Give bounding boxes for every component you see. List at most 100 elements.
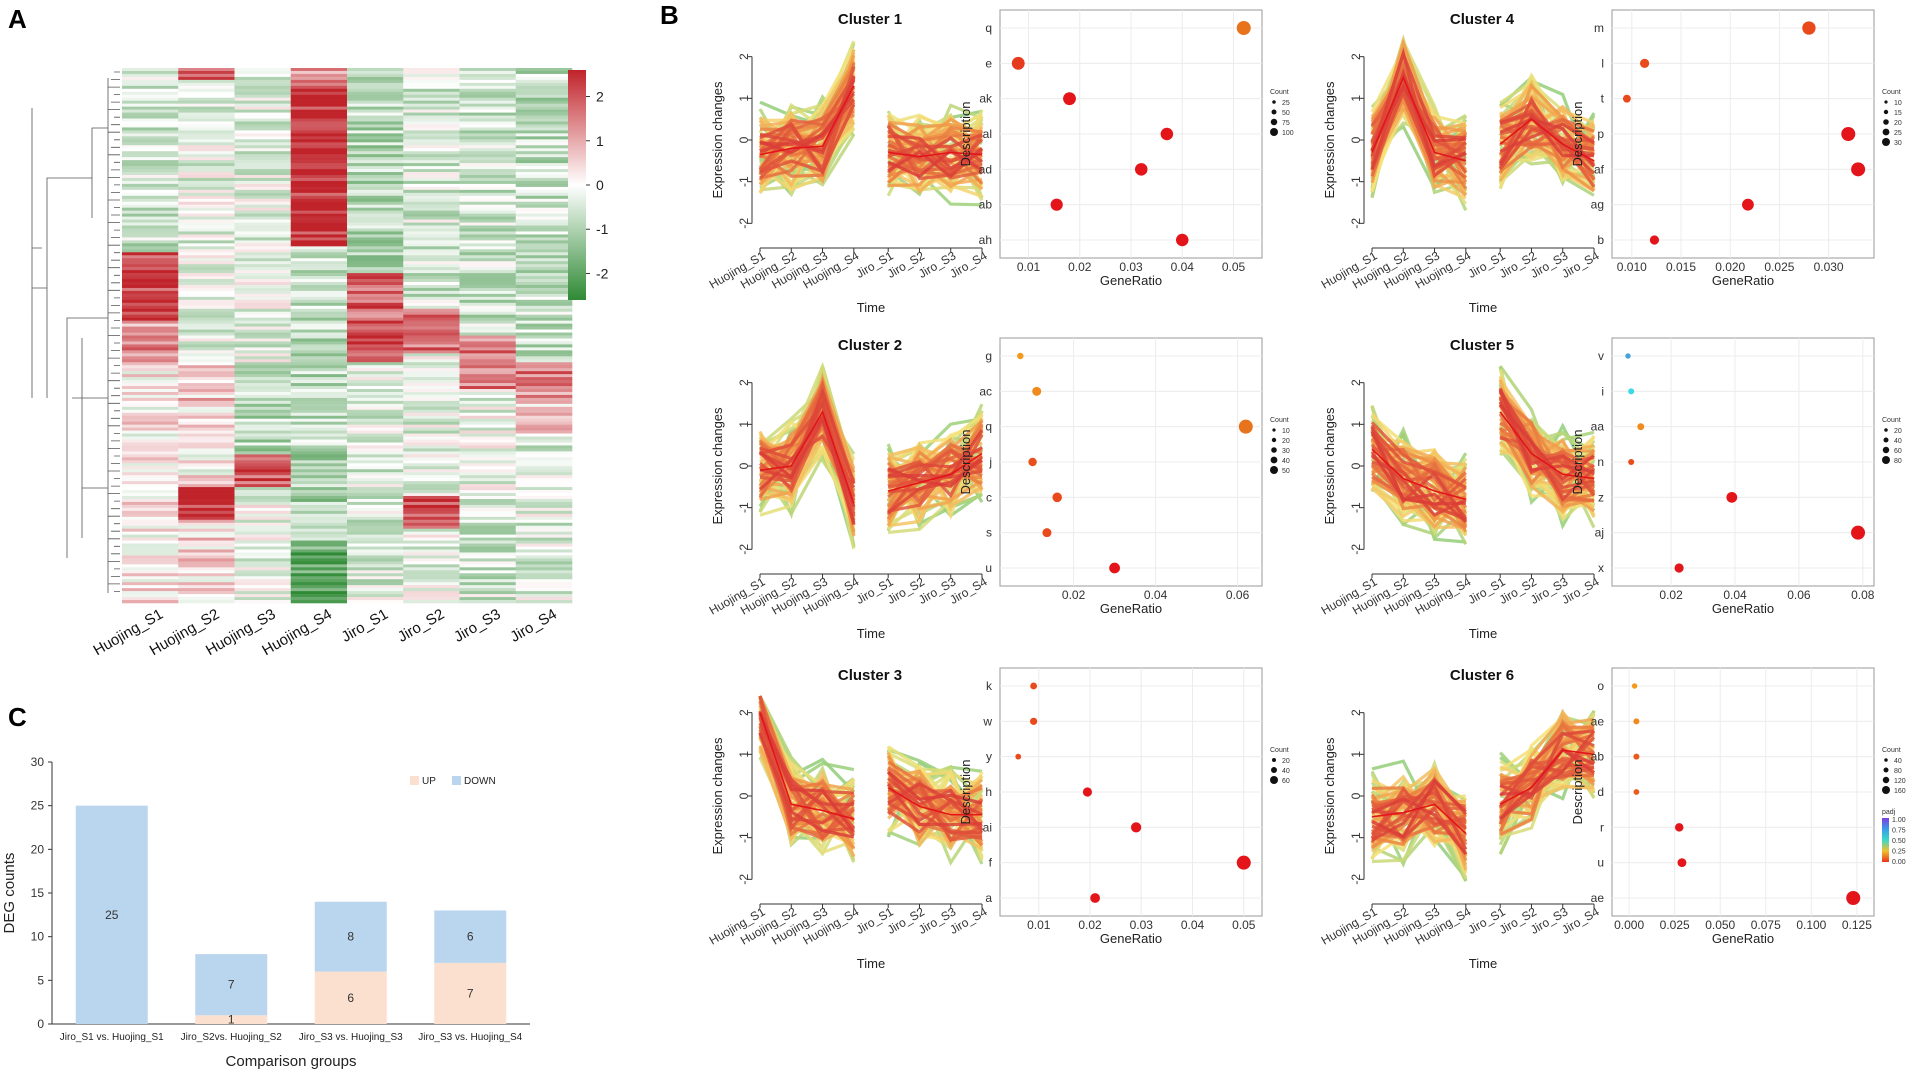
legend-title: Count <box>1270 747 1289 754</box>
heatmap-cell <box>122 136 179 140</box>
heatmap-cell <box>515 127 573 131</box>
heatmap-cell <box>403 314 460 318</box>
heatmap-cell <box>290 353 348 357</box>
heatmap-cell <box>403 576 460 580</box>
heatmap-cell <box>459 332 517 336</box>
heatmap-cell <box>122 124 179 128</box>
heatmap-cell <box>459 374 517 378</box>
heatmap-cell <box>234 279 292 283</box>
heatmap-cell <box>515 133 573 137</box>
heatmap-cell <box>234 189 292 194</box>
heatmap-cell <box>347 463 404 467</box>
legend-dot <box>1883 767 1889 773</box>
category-label: d <box>1597 785 1604 799</box>
heatmap-cell <box>459 82 517 87</box>
x-tick-label: 0.025 <box>1660 918 1690 932</box>
heatmap-cell <box>290 302 348 307</box>
heatmap-cell <box>515 403 573 408</box>
heatmap-cell <box>459 445 517 449</box>
heatmap-cell <box>122 308 179 313</box>
heatmap-cell <box>403 142 460 146</box>
heatmap-cell <box>459 516 517 521</box>
heatmap-cell <box>290 454 348 458</box>
heatmap-cell <box>234 198 292 203</box>
x-tick-label: 0.000 <box>1614 918 1644 932</box>
heatmap-cell <box>234 267 292 271</box>
heatmap-cell <box>234 454 292 458</box>
heatmap-cell <box>515 79 573 84</box>
heatmap-cell <box>403 350 460 354</box>
legend-dot <box>1271 767 1277 773</box>
heatmap-cell <box>122 558 179 562</box>
heatmap-cell <box>122 386 179 390</box>
heatmap-cell <box>515 496 573 500</box>
heatmap-cell <box>347 166 404 170</box>
heatmap-cell <box>122 472 179 476</box>
dot-point <box>1631 683 1638 689</box>
heatmap-cell <box>122 270 179 274</box>
y-tick-label: -1 <box>1349 832 1363 843</box>
heatmap-cell <box>347 522 404 527</box>
heatmap-cell <box>347 73 404 78</box>
y-axis-title: Description <box>1570 759 1585 824</box>
heatmap-cell <box>347 389 404 393</box>
heatmap-cell <box>290 326 348 330</box>
heatmap-cell <box>122 177 179 182</box>
heatmap-cell <box>403 258 460 262</box>
y-tick-label: 25 <box>31 799 45 813</box>
heatmap-cell <box>178 148 235 152</box>
y-tick-label: 15 <box>31 886 45 900</box>
x-tick-label: 0.01 <box>1017 260 1041 274</box>
heatmap-cell <box>515 169 573 173</box>
bar-down-label: 7 <box>228 978 235 992</box>
heatmap-cell <box>347 412 404 417</box>
heatmap-cell <box>347 457 404 461</box>
heatmap-cell <box>515 186 573 191</box>
heatmap-cell <box>403 85 460 90</box>
heatmap-cell <box>290 427 348 431</box>
x-axis-title: Time <box>1469 956 1497 971</box>
heatmap-cell <box>403 341 460 345</box>
y-tick-label: -1 <box>1349 176 1363 187</box>
heatmap-cell <box>122 189 179 194</box>
heatmap-cell <box>459 264 517 268</box>
heatmap-cell <box>403 374 460 378</box>
heatmap-cell <box>178 183 235 188</box>
heatmap-cell <box>403 296 460 301</box>
heatmap-cell <box>122 498 179 503</box>
cluster-title: Cluster 2 <box>838 337 902 354</box>
legend-title: Count <box>1882 747 1901 754</box>
heatmap-cell <box>459 160 517 164</box>
heatmap-cell <box>515 582 573 586</box>
dot-point <box>1633 789 1640 795</box>
heatmap-cell <box>178 338 235 342</box>
heatmap-cell <box>515 195 573 200</box>
heatmap-cell <box>515 427 573 431</box>
heatmap-cell <box>403 106 460 110</box>
heatmap-cell <box>290 287 348 292</box>
heatmap-cell <box>122 267 179 271</box>
heatmap-cell <box>515 210 573 214</box>
heatmap-cell <box>122 487 179 491</box>
heatmap-cell <box>403 406 460 411</box>
legend-dot <box>1271 447 1277 453</box>
heatmap-cell <box>347 377 404 381</box>
x-tick-label: 0.04 <box>1181 918 1205 932</box>
heatmap-cell <box>515 353 573 357</box>
heatmap-cell <box>403 207 460 211</box>
heatmap-cell <box>347 115 404 119</box>
category-label: Jiro_S3 vs. Huojing_S4 <box>418 1032 522 1043</box>
legend-label: 25 <box>1282 100 1290 107</box>
heatmap-cell <box>178 424 235 428</box>
heatmap-cell <box>290 332 348 336</box>
heatmap-cell <box>234 145 292 149</box>
y-tick-label: 1 <box>1349 751 1363 758</box>
heatmap-cell <box>459 273 517 277</box>
heatmap-cell <box>347 97 404 101</box>
heatmap-cell <box>290 424 348 428</box>
heatmap-cell <box>234 210 292 214</box>
heatmap-cell <box>347 183 404 188</box>
legend-dot <box>1270 466 1278 474</box>
heatmap-cell <box>459 335 517 339</box>
heatmap-cell <box>290 460 348 464</box>
